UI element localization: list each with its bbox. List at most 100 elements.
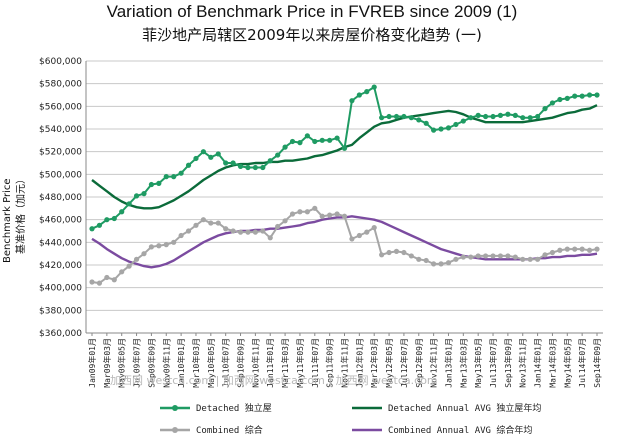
data-point — [408, 115, 414, 121]
data-point — [423, 257, 429, 264]
data-point — [156, 243, 162, 249]
y-axis-label-cn: 基准价格（加元） — [14, 174, 27, 254]
data-point — [475, 253, 481, 259]
x-tick-label: Jul10年07月 — [221, 338, 231, 388]
data-point — [408, 253, 414, 259]
data-point — [223, 160, 229, 166]
y-tick-label: $360,000 — [39, 329, 82, 339]
data-point — [141, 251, 147, 257]
data-point — [334, 211, 340, 217]
data-point — [119, 209, 125, 215]
data-point — [245, 229, 251, 235]
x-tick-label: Sep13年09月 — [503, 338, 513, 388]
data-point — [111, 277, 117, 283]
data-point — [334, 135, 340, 141]
data-point — [468, 254, 474, 260]
data-point — [349, 236, 355, 242]
legend-label: Combined Annual AVG 综合年均 — [388, 424, 532, 436]
data-point — [148, 181, 155, 188]
data-point — [327, 137, 333, 143]
data-point — [215, 220, 221, 226]
data-point — [364, 229, 370, 235]
data-point — [549, 249, 556, 256]
x-tick-label: Mar12年03月 — [369, 338, 379, 388]
data-point — [133, 193, 140, 199]
x-tick-label: Sep14年09月 — [592, 338, 602, 388]
data-point — [327, 212, 333, 218]
data-point — [594, 246, 600, 252]
grid-lines — [86, 60, 603, 334]
data-point — [223, 226, 229, 232]
y-tick-label: $580,000 — [39, 80, 82, 90]
data-point — [282, 218, 288, 224]
data-point — [148, 244, 155, 250]
legend-marker — [172, 405, 178, 411]
data-point — [341, 213, 348, 219]
data-point — [445, 260, 452, 266]
data-point — [371, 84, 377, 90]
data-point — [208, 220, 214, 226]
data-point — [386, 249, 392, 256]
data-point — [445, 125, 452, 131]
data-point — [141, 191, 147, 197]
data-point — [319, 137, 325, 143]
data-point — [401, 113, 407, 120]
chart-subtitle: 菲沙地产局辖区2009年以来房屋价格变化趋势 (一) — [142, 26, 482, 44]
data-point — [156, 180, 162, 186]
data-point — [260, 228, 266, 234]
data-point — [572, 93, 578, 99]
data-point — [431, 127, 437, 133]
data-point — [527, 115, 533, 121]
data-point — [453, 121, 459, 128]
x-tick-label: Mar14年03月 — [547, 338, 557, 388]
data-point — [245, 164, 251, 171]
data-point — [534, 256, 541, 262]
data-point — [364, 89, 370, 95]
legend-marker — [172, 427, 178, 433]
data-point — [379, 252, 385, 258]
data-point — [193, 222, 199, 228]
data-point — [304, 133, 310, 139]
data-point — [96, 222, 103, 228]
y-tick-label: $400,000 — [39, 284, 82, 294]
data-point — [289, 138, 296, 145]
data-point — [460, 118, 466, 124]
x-tick-label: Jan12年01月 — [354, 338, 364, 388]
data-point — [453, 256, 459, 262]
x-tick-label: Jul11年07月 — [310, 338, 320, 388]
x-tick-label: May11年05月 — [295, 338, 305, 388]
data-point — [497, 253, 504, 259]
x-tick-label: May14年05月 — [562, 338, 572, 388]
data-point — [230, 228, 236, 234]
x-tick-label: Jan11年01月 — [265, 338, 275, 388]
y-tick-label: $480,000 — [39, 193, 82, 203]
data-point — [267, 235, 273, 241]
data-point — [275, 223, 281, 230]
data-point — [512, 254, 518, 260]
data-point — [438, 261, 444, 267]
data-point — [267, 158, 273, 164]
data-point — [104, 217, 110, 223]
data-point — [468, 115, 474, 121]
data-point — [527, 256, 533, 262]
data-point — [289, 211, 296, 217]
x-tick-label: Jan10年01月 — [176, 338, 186, 388]
x-tick-label: Nov11年11月 — [340, 338, 350, 388]
x-tick-label: Mar09年03月 — [102, 338, 112, 388]
data-point — [423, 120, 429, 126]
data-point — [371, 225, 377, 231]
data-point — [520, 115, 526, 121]
x-tick-label: Mar11年03月 — [280, 338, 290, 388]
watermark: 加西网 westca.com | 加西网 westca.com | 加西网 we… — [110, 374, 438, 387]
y-axis-ticks: $360,000 $380,000 $400,000 $420,000 $440,000… — [39, 57, 82, 339]
x-tick-label: Jul13年07月 — [488, 338, 498, 388]
data-point — [89, 226, 95, 232]
data-point — [96, 280, 103, 286]
data-point — [126, 263, 132, 269]
y-tick-label: $420,000 — [39, 261, 82, 271]
legend-label: Detached 独立屋 — [196, 402, 272, 414]
x-tick-label: Nov13年11月 — [518, 338, 528, 388]
x-tick-label: Nov12年11月 — [429, 338, 439, 388]
data-point — [133, 256, 140, 262]
